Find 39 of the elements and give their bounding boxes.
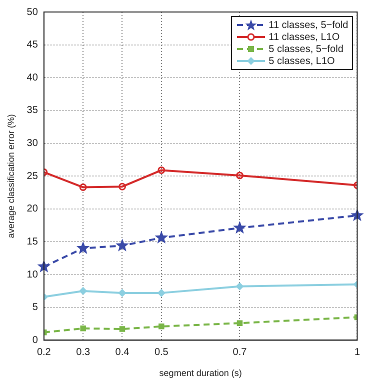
point [118, 289, 126, 297]
point [236, 282, 244, 290]
y-tick-label: 45 [26, 40, 38, 51]
point [118, 182, 126, 190]
point [236, 172, 244, 180]
point [233, 220, 246, 234]
legend-label: 11 classes, L1O [268, 32, 340, 42]
y-axis-title: average classification error (%) [6, 114, 16, 238]
point [79, 184, 87, 192]
y-tick-label: 0 [32, 334, 38, 346]
y-tick-label: 50 [26, 6, 38, 18]
point [80, 326, 86, 332]
y-tick-label: 5 [32, 302, 38, 314]
x-tick-label: 0.3 [76, 346, 90, 358]
y-tick-label: 40 [26, 72, 38, 84]
y-tick-label: 35 [26, 105, 38, 116]
x-tick-label: 0.2 [36, 346, 52, 358]
x-tick-label: 0.7 [232, 346, 248, 358]
legend-label: 5 classes, 5−fold [268, 44, 344, 54]
legend-label: 5 classes, L1O [268, 56, 335, 66]
x-tick-label: 1 [354, 346, 360, 358]
legend-label: 11 classes, 5−fold [268, 20, 348, 30]
x-axis-title: segment duration (s) [159, 368, 242, 378]
point [158, 166, 166, 174]
y-tick-label: 25 [26, 170, 38, 182]
point [79, 287, 87, 295]
point [154, 230, 168, 244]
point [116, 238, 129, 252]
point [236, 320, 243, 326]
x-tick-label: 0.4 [115, 346, 130, 358]
point [119, 326, 126, 332]
x-tick-label: 0.5 [154, 346, 169, 358]
y-tick-label: 10 [26, 269, 38, 280]
point [76, 241, 90, 254]
y-tick-label: 20 [26, 204, 38, 215]
point [158, 289, 166, 297]
y-tick-label: 15 [26, 236, 38, 248]
point [158, 324, 164, 330]
y-tick-label: 30 [26, 138, 38, 150]
